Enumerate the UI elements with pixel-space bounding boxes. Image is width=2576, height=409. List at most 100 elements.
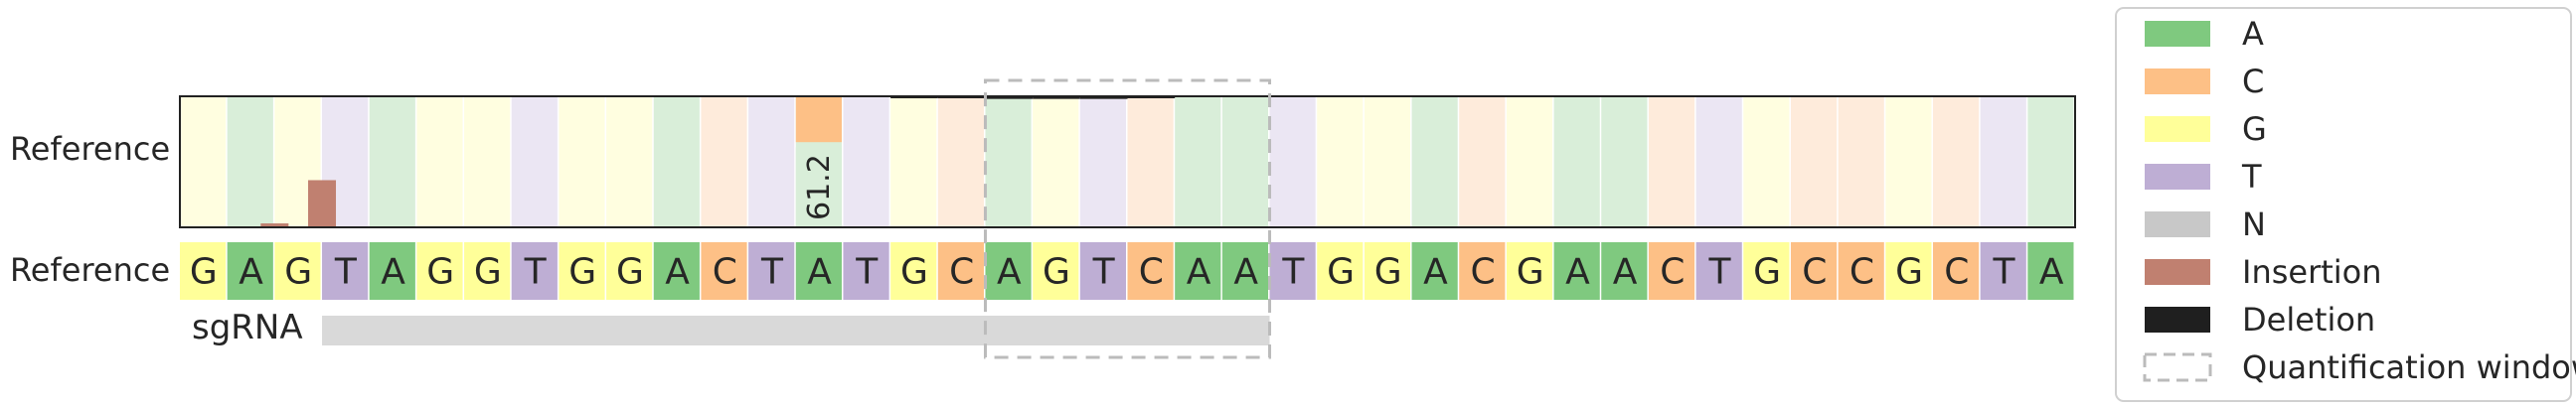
heatmap-cell	[1317, 96, 1364, 227]
legend-swatch	[2145, 307, 2210, 333]
substitution-cell	[795, 96, 842, 143]
reference-base-label: T	[760, 252, 784, 293]
reference-base-label: A	[1613, 252, 1638, 293]
reference-base-label: A	[2039, 252, 2064, 293]
reference-cell	[1885, 242, 1932, 300]
reference-cell	[1790, 242, 1838, 300]
reference-cell	[606, 242, 653, 300]
reference-cell	[227, 242, 273, 300]
reference-cell	[937, 242, 984, 300]
heatmap-cell	[369, 96, 415, 227]
heatmap-cell	[1459, 96, 1506, 227]
reference-base-label: A	[381, 252, 405, 293]
legend-label: A	[2242, 15, 2264, 53]
reference-cell	[1221, 242, 1269, 300]
reference-cell	[1695, 242, 1742, 300]
heatmap-cell	[748, 96, 795, 227]
legend-label: Quantification window	[2242, 348, 2576, 386]
row-label-bottom: Reference	[10, 251, 170, 289]
heatmap-cell	[1221, 96, 1269, 227]
reference-cell	[1743, 242, 1790, 300]
substitution-cell	[795, 147, 842, 227]
heatmap-cell	[2027, 96, 2074, 227]
reference-cell	[464, 242, 511, 300]
heatmap-cell	[1033, 96, 1079, 227]
legend-swatch	[2145, 164, 2210, 190]
legend-label: N	[2242, 205, 2266, 243]
reference-base-label: A	[1187, 252, 1211, 293]
reference-base-label: G	[190, 252, 218, 293]
heatmap-cell	[937, 96, 984, 227]
reference-cell	[511, 242, 558, 300]
heatmap-cell	[1790, 96, 1838, 227]
reference-base-label: T	[524, 252, 548, 293]
reference-base-label: G	[1043, 252, 1070, 293]
heatmap-cell	[1269, 96, 1316, 227]
heatmap-cell	[559, 96, 605, 227]
reference-cell	[1838, 242, 1884, 300]
reference-base-label: A	[239, 252, 263, 293]
reference-base-label: C	[1139, 252, 1164, 293]
reference-base-label: A	[807, 252, 832, 293]
heatmap-cell	[1932, 96, 1980, 227]
heatmap-cell	[1127, 96, 1174, 227]
heatmap-cell	[227, 96, 273, 227]
legend-swatch	[2145, 116, 2210, 142]
reference-base-label: G	[474, 252, 502, 293]
legend-swatch	[2145, 259, 2210, 285]
heatmap-cell	[1506, 96, 1553, 227]
reference-base-label: C	[1944, 252, 1969, 293]
heatmap-row: 61.2	[180, 96, 2074, 227]
reference-base-label: T	[855, 252, 879, 293]
deletion-bar	[1079, 96, 1128, 99]
reference-cell	[1459, 242, 1506, 300]
reference-cell	[1980, 242, 2026, 300]
heatmap-cell	[1175, 96, 1221, 227]
reference-cell	[1932, 242, 1980, 300]
heatmap-cell	[1838, 96, 1884, 227]
heatmap-cell	[1743, 96, 1790, 227]
reference-base-label: A	[1233, 252, 1258, 293]
reference-cell	[2027, 242, 2074, 300]
reference-base-label: A	[1423, 252, 1448, 293]
reference-base-label: G	[1517, 252, 1544, 293]
heatmap-frame	[179, 95, 2076, 228]
reference-base-label: G	[1753, 252, 1781, 293]
heatmap-cell	[1885, 96, 1932, 227]
reference-cell	[1175, 242, 1221, 300]
legend-swatch	[2145, 211, 2210, 237]
heatmap-cell	[1980, 96, 2026, 227]
reference-base-label: T	[1092, 252, 1116, 293]
insertion-bar	[308, 180, 337, 227]
heatmap-cell	[464, 96, 511, 227]
reference-cell	[890, 242, 937, 300]
reference-base-label: G	[900, 252, 928, 293]
legend-label: C	[2242, 63, 2264, 100]
heatmap-cell	[511, 96, 558, 227]
row-label-top: Reference	[10, 130, 170, 168]
heatmap-cell	[701, 96, 747, 227]
heatmap-cell	[890, 96, 937, 227]
legend-swatch	[2143, 352, 2212, 382]
reference-base-label: C	[949, 252, 974, 293]
reference-base-label: A	[1565, 252, 1590, 293]
legend-label: T	[2241, 158, 2262, 196]
heatmap-cell	[1648, 96, 1695, 227]
reference-base-label: G	[284, 252, 312, 293]
legend-swatch	[2145, 21, 2210, 47]
deletion-bar	[985, 96, 1034, 99]
reference-base-label: C	[1850, 252, 1874, 293]
heatmap-cell	[1079, 96, 1126, 227]
reference-base-label: C	[1470, 252, 1495, 293]
legend-frame	[2115, 7, 2572, 402]
reference-cell	[1317, 242, 1364, 300]
reference-cell	[1127, 242, 1174, 300]
reference-cell	[985, 242, 1032, 300]
heatmap-cell	[653, 96, 700, 227]
reference-base-label: G	[568, 252, 596, 293]
sgrna-label: sgRNA	[192, 308, 303, 347]
heatmap-cell	[843, 96, 889, 227]
